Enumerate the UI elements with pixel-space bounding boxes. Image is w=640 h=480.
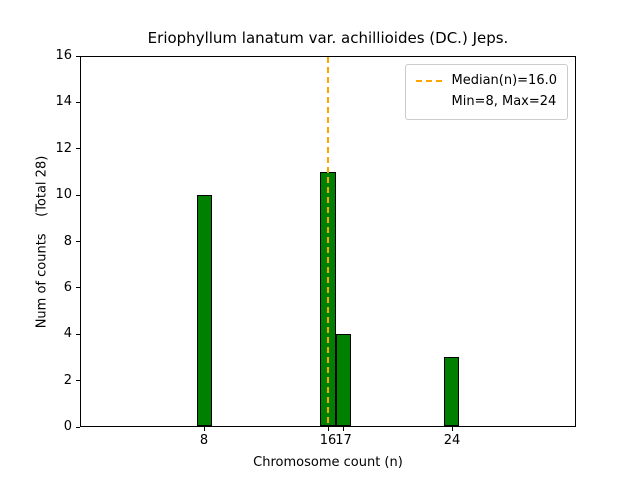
y-tick-mark [76,287,80,289]
y-tick-label: 8 [63,233,72,249]
legend-spacer [416,101,443,103]
plot-area: Median(n)=16.0 Min=8, Max=24 [80,56,576,427]
x-tick-mark [343,427,344,431]
y-tick-label: 2 [63,372,72,388]
x-axis-label: Chromosome count (n) [253,455,403,470]
y-tick-label: 4 [63,326,72,342]
bar [335,333,352,426]
legend: Median(n)=16.0 Min=8, Max=24 [405,64,568,120]
x-tick-mark [327,427,329,431]
y-tick-label: 16 [55,48,72,63]
y-tick-mark [76,241,80,242]
y-tick-label: 14 [55,94,72,110]
x-tick-mark [203,427,205,431]
legend-label-median: Median(n)=16.0 [451,73,557,88]
y-tick-label: 6 [63,279,72,295]
y-tick-mark [76,333,80,335]
x-tick-label: 16 [319,433,337,448]
median-line [327,57,329,426]
y-tick-mark [76,101,80,103]
median-dashed-line-swatch [416,80,444,83]
x-tick-label: 17 [335,433,352,448]
y-tick-label: 12 [55,140,72,156]
x-tick-label: 24 [443,433,461,448]
legend-entry-minmax: Min=8, Max=24 [416,92,557,113]
y-tick-mark [76,380,80,382]
x-tick-mark [451,427,453,431]
y-tick-mark [76,426,80,428]
legend-entry-median: Median(n)=16.0 [416,71,557,92]
bar [196,195,213,426]
y-tick-label: 10 [55,187,72,203]
x-tick-label: 8 [199,433,209,448]
chart-title: Eriophyllum lanatum var. achillioides (D… [147,29,509,47]
legend-label-minmax: Min=8, Max=24 [451,93,557,109]
y-tick-mark [76,55,80,57]
bar [443,356,460,426]
y-tick-label: 0 [63,419,72,434]
y-tick-mark [76,194,80,196]
y-tick-mark [76,148,80,150]
